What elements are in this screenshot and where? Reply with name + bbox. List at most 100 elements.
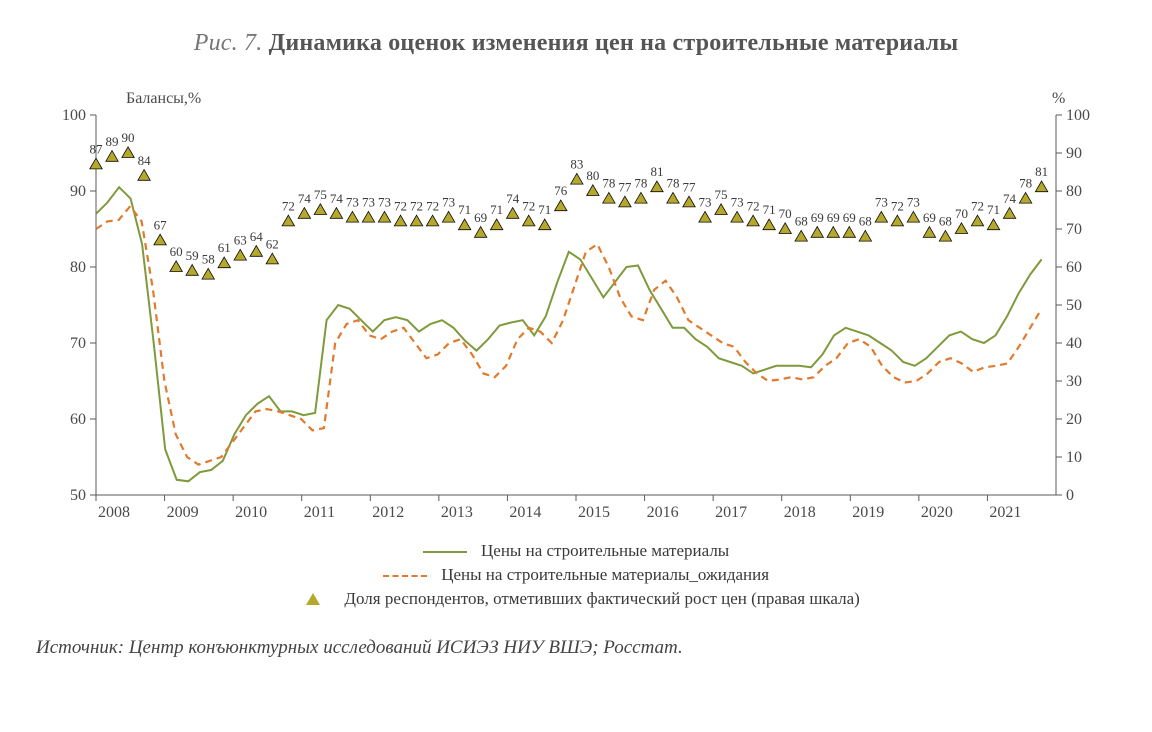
svg-text:70: 70	[70, 335, 86, 352]
svg-text:50: 50	[1066, 297, 1082, 314]
legend-swatch-line-icon	[423, 551, 467, 553]
svg-text:73: 73	[362, 195, 375, 210]
svg-text:60: 60	[70, 411, 86, 428]
svg-text:89: 89	[106, 134, 119, 149]
svg-text:72: 72	[410, 198, 423, 213]
svg-text:80: 80	[1066, 183, 1082, 200]
figure-number: Рис. 7.	[194, 30, 263, 56]
svg-text:69: 69	[811, 210, 824, 225]
svg-text:69: 69	[474, 210, 487, 225]
svg-text:2019: 2019	[852, 504, 884, 521]
svg-text:73: 73	[442, 195, 455, 210]
svg-text:2015: 2015	[578, 504, 610, 521]
svg-text:60: 60	[1066, 259, 1082, 276]
svg-text:71: 71	[490, 202, 503, 217]
source-text: Источник: Центр конъюнктурных исследован…	[36, 637, 1122, 659]
svg-text:71: 71	[763, 202, 776, 217]
legend-label-dash: Цены на строительные материалы_ожидания	[441, 565, 769, 584]
svg-text:62: 62	[266, 236, 279, 251]
svg-text:72: 72	[971, 198, 984, 213]
svg-text:72: 72	[522, 198, 535, 213]
legend: Цены на строительные материалы Цены на с…	[30, 541, 1122, 609]
svg-text:78: 78	[602, 176, 615, 191]
svg-text:77: 77	[683, 179, 697, 194]
svg-text:68: 68	[859, 214, 872, 229]
svg-text:69: 69	[923, 210, 936, 225]
svg-text:75: 75	[314, 187, 327, 202]
svg-text:81: 81	[1035, 164, 1048, 179]
svg-text:2017: 2017	[715, 504, 747, 521]
figure-main-title: Динамика оценок изменения цен на строите…	[269, 30, 959, 56]
svg-text:67: 67	[154, 217, 168, 232]
svg-text:78: 78	[634, 176, 647, 191]
svg-text:2008: 2008	[98, 504, 130, 521]
svg-text:%: %	[1052, 90, 1065, 107]
svg-text:74: 74	[1003, 191, 1017, 206]
svg-text:68: 68	[795, 214, 808, 229]
svg-text:60: 60	[170, 244, 183, 259]
figure-container: Рис. 7. Динамика оценок изменения цен на…	[0, 0, 1152, 732]
svg-text:74: 74	[298, 191, 312, 206]
svg-text:100: 100	[1066, 107, 1090, 124]
svg-text:78: 78	[666, 176, 679, 191]
svg-text:73: 73	[378, 195, 391, 210]
svg-text:2012: 2012	[372, 504, 404, 521]
svg-text:80: 80	[586, 168, 599, 183]
svg-text:2018: 2018	[784, 504, 816, 521]
svg-text:59: 59	[186, 248, 199, 263]
svg-text:2013: 2013	[441, 504, 473, 521]
svg-text:73: 73	[875, 195, 888, 210]
svg-text:69: 69	[827, 210, 840, 225]
svg-text:63: 63	[234, 233, 247, 248]
svg-text:90: 90	[70, 183, 86, 200]
svg-text:83: 83	[570, 157, 583, 172]
svg-text:2016: 2016	[647, 504, 679, 521]
svg-text:74: 74	[330, 191, 344, 206]
svg-text:10: 10	[1066, 449, 1082, 466]
chart-svg: Балансы,%% 50 60 70 80 90 100 0 10 20 30 40 50 60 70 80…	[46, 75, 1106, 535]
svg-text:71: 71	[458, 202, 471, 217]
svg-text:90: 90	[1066, 145, 1082, 162]
legend-item-dash: Цены на строительные материалы_ожидания	[30, 565, 1122, 585]
svg-text:80: 80	[70, 259, 86, 276]
svg-text:40: 40	[1066, 335, 1082, 352]
svg-text:2011: 2011	[304, 504, 335, 521]
svg-text:75: 75	[715, 187, 728, 202]
legend-label-solid: Цены на строительные материалы	[481, 541, 729, 560]
svg-text:2010: 2010	[235, 504, 267, 521]
svg-text:Балансы,%: Балансы,%	[126, 90, 201, 107]
svg-text:0: 0	[1066, 487, 1074, 504]
svg-text:71: 71	[987, 202, 1000, 217]
svg-text:81: 81	[650, 164, 663, 179]
legend-item-solid: Цены на строительные материалы	[30, 541, 1122, 561]
svg-text:61: 61	[218, 240, 231, 255]
svg-text:30: 30	[1066, 373, 1082, 390]
svg-text:2014: 2014	[509, 504, 541, 521]
svg-text:71: 71	[538, 202, 551, 217]
svg-text:76: 76	[554, 183, 568, 198]
svg-text:2020: 2020	[921, 504, 953, 521]
svg-text:87: 87	[90, 141, 104, 156]
svg-text:73: 73	[346, 195, 359, 210]
figure-title: Рис. 7. Динамика оценок изменения цен на…	[30, 30, 1122, 57]
svg-text:68: 68	[939, 214, 952, 229]
chart-area: Балансы,%% 50 60 70 80 90 100 0 10 20 30 40 50 60 70 80…	[46, 75, 1106, 535]
legend-label-tri: Доля респондентов, отметивших фактически…	[344, 589, 859, 608]
svg-text:72: 72	[747, 198, 760, 213]
svg-text:78: 78	[1019, 176, 1032, 191]
svg-text:2021: 2021	[989, 504, 1021, 521]
svg-text:72: 72	[891, 198, 904, 213]
svg-text:70: 70	[779, 206, 792, 221]
svg-text:100: 100	[62, 107, 86, 124]
legend-swatch-dash-icon	[383, 575, 427, 577]
svg-text:20: 20	[1066, 411, 1082, 428]
svg-text:64: 64	[250, 229, 264, 244]
svg-text:74: 74	[506, 191, 519, 206]
svg-text:2009: 2009	[167, 504, 199, 521]
svg-text:73: 73	[699, 195, 712, 210]
svg-text:69: 69	[843, 210, 856, 225]
svg-text:73: 73	[907, 195, 920, 210]
svg-text:50: 50	[70, 487, 86, 504]
svg-text:58: 58	[202, 252, 215, 267]
svg-text:84: 84	[138, 153, 152, 168]
